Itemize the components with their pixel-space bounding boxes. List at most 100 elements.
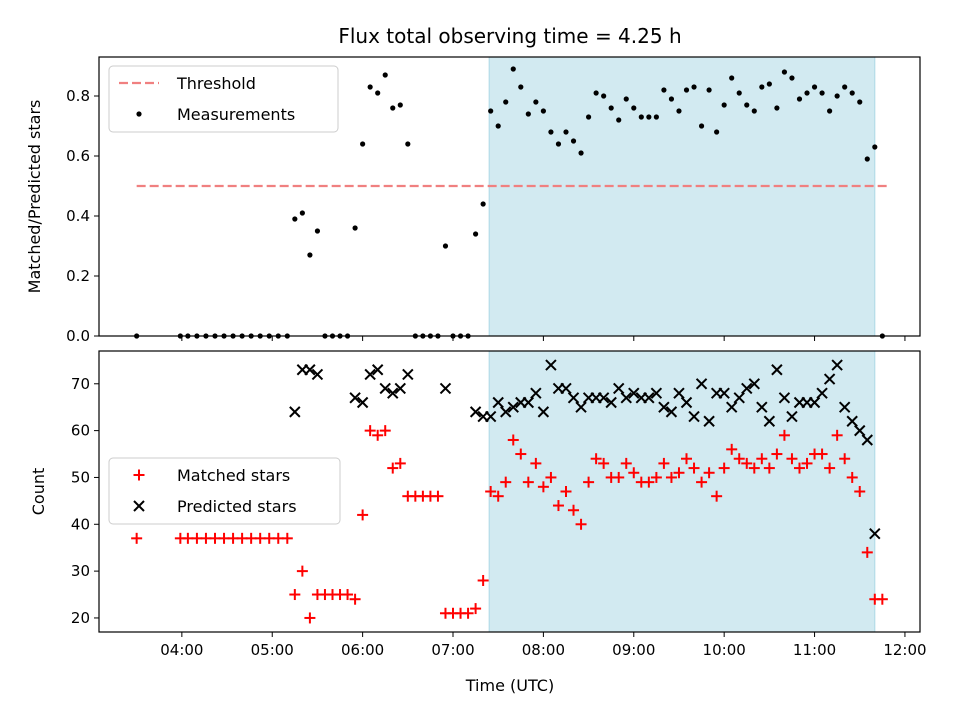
matched-star-point <box>477 574 489 586</box>
predicted-star-point <box>658 401 670 413</box>
matched-star-point <box>673 467 685 479</box>
measurement-point <box>397 102 403 108</box>
measurement-point <box>714 129 720 135</box>
ratio-y-tick-label: 0.8 <box>66 87 90 105</box>
predicted-star-point <box>492 396 504 409</box>
measurement-point <box>307 252 313 258</box>
predicted-star-point <box>665 406 678 418</box>
legend-measurements-swatch <box>136 111 142 117</box>
predicted-star-point <box>402 368 414 381</box>
predicted-star-point <box>522 396 535 409</box>
ratio-legend-box <box>108 65 339 133</box>
matched-star-point <box>462 607 474 619</box>
matched-star-point <box>748 462 760 474</box>
measurement-point <box>299 210 305 216</box>
measurement-point <box>646 114 652 120</box>
ratio-panel: 0.0 0.2 0.4 0.6 0.8 Matched/Predicted stars Th… <box>25 56 921 345</box>
measurement-point <box>578 150 584 156</box>
predicted-star-point <box>394 382 406 395</box>
x-tick-label: 12:00 <box>883 641 926 659</box>
count-y-tick-label: 30 <box>71 562 90 580</box>
measurement-point <box>360 141 366 147</box>
x-tick-label: 09:00 <box>612 641 655 659</box>
matched-star-point <box>387 462 399 474</box>
x-tick-label: 05:00 <box>251 641 294 659</box>
matched-star-point <box>522 476 534 488</box>
measurement-point <box>668 96 675 102</box>
matched-star-point <box>831 429 843 441</box>
measurement-point <box>631 105 637 111</box>
predicted-star-point <box>741 382 753 395</box>
measurement-point <box>518 84 524 90</box>
predicted-star-point <box>560 382 572 395</box>
matched-star-point <box>281 532 293 544</box>
measurement-point <box>314 228 321 234</box>
ratio-y-tick-label: 0.4 <box>66 207 90 225</box>
count-legend-box <box>108 457 341 525</box>
matched-star-point <box>500 476 512 488</box>
count-y-tick-label: 50 <box>71 468 90 486</box>
predicted-star-point <box>613 382 625 395</box>
measurement-point <box>405 141 411 147</box>
measurement-point <box>811 84 818 90</box>
matched-star-point <box>658 457 670 469</box>
matched-star-point <box>726 443 738 455</box>
count-y-axis-label: Count <box>29 468 48 516</box>
matched-star-point <box>733 453 745 465</box>
matched-star-point <box>650 471 662 483</box>
matched-star-point <box>688 462 700 474</box>
matched-star-point <box>349 593 361 605</box>
predicted-star-point <box>823 373 836 385</box>
measurement-point <box>744 102 750 108</box>
measurement-point <box>729 75 735 81</box>
count-y-tick-label: 60 <box>71 422 90 440</box>
count-y-tick-label: 70 <box>71 375 90 393</box>
legend-predicted-label: Predicted stars <box>177 497 297 516</box>
legend-measurements-label: Measurements <box>177 105 295 124</box>
predicted-star-point <box>771 364 783 376</box>
measurement-point <box>781 69 788 75</box>
legend-predicted-swatch <box>133 500 145 512</box>
measurement-point <box>796 96 803 102</box>
predicted-star-point <box>831 359 843 371</box>
x-tick-label: 07:00 <box>431 641 474 659</box>
measurement-point <box>842 84 848 90</box>
matched-star-point <box>515 448 527 460</box>
matched-star-point <box>816 448 828 460</box>
measurement-point <box>563 129 569 135</box>
matched-star-point <box>289 589 301 601</box>
predicted-star-point <box>605 396 617 409</box>
matched-star-point <box>628 467 640 479</box>
matched-star-point <box>854 486 866 497</box>
measurement-point <box>585 114 592 120</box>
predicted-star-point <box>763 415 776 427</box>
predicted-star-point <box>643 392 655 404</box>
measurement-point <box>382 72 388 78</box>
matched-star-point <box>696 476 708 488</box>
predicted-star-point <box>620 392 632 404</box>
matched-star-point <box>507 434 519 446</box>
matched-star-point <box>801 457 813 469</box>
predicted-star-point <box>567 392 580 404</box>
predicted-star-point <box>748 378 761 390</box>
ratio-y-axis-label: Matched/Predicted stars <box>25 100 44 294</box>
matched-star-point <box>342 589 354 601</box>
measurement-point <box>292 216 298 222</box>
measurement-point <box>367 84 373 90</box>
x-tick-label: 04:00 <box>160 641 203 659</box>
predicted-star-point <box>484 410 497 423</box>
matched-star-point <box>778 429 790 441</box>
measurement-point <box>608 105 614 111</box>
legend-matched-swatch <box>133 469 145 481</box>
x-tick-label: 06:00 <box>341 641 384 659</box>
measurement-point <box>488 108 494 114</box>
x-tick-label: 08:00 <box>522 641 565 659</box>
predicted-star-point <box>537 406 550 418</box>
predicted-star-point <box>673 387 685 399</box>
matched-star-point <box>560 486 572 497</box>
matched-star-point <box>372 429 384 441</box>
predicted-star-point <box>725 401 738 413</box>
predicted-star-point <box>733 392 745 404</box>
measurement-point <box>540 108 546 114</box>
